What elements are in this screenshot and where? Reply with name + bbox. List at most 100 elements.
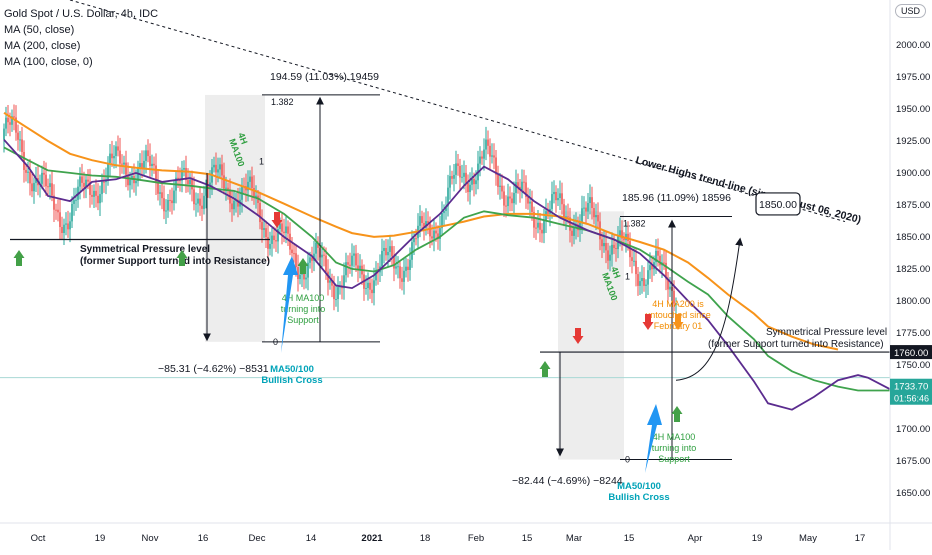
candle-body [473,178,475,185]
candle-body [253,188,255,198]
left-fib-top: 1.382 [271,97,294,107]
candle-body [181,169,183,181]
x-tick-label: Apr [688,533,703,544]
x-tick-label: 15 [624,533,635,544]
candle-body [49,183,51,187]
candle-body [371,289,373,294]
currency-button[interactable]: USD [894,4,926,18]
red-down-arrow-1 [271,212,283,228]
candle-body [29,171,31,184]
candle-body [365,288,367,290]
candle-body [139,163,141,168]
candle-body [293,253,295,255]
sym-left-label-line-1: Symmetrical Pressure level [80,244,210,255]
candle-body [621,230,623,239]
candle-body [219,164,221,170]
candle-body [357,265,359,270]
candle-body [553,191,555,195]
candle-body [55,209,57,211]
candle-body [201,205,203,209]
candle-body [533,211,535,228]
candle-body [65,223,67,225]
candle-body [63,224,65,234]
candle-body [337,287,339,300]
y-tick-label: 1950.00 [896,104,930,115]
candle-body [131,175,133,180]
candle-body [623,238,625,241]
candle-body [45,174,47,187]
ma200-line [3,111,839,351]
candle-body [639,281,641,286]
candle-body [401,278,403,282]
y-tick-label: 1800.00 [896,296,930,307]
candle-body [385,247,387,256]
candle-body [143,160,145,168]
candle-body [123,162,125,165]
candle-body [441,213,443,229]
legend-symbol: Gold Spot / U.S. Dollar, 4h, IDC [4,8,159,20]
candle-body [509,196,511,199]
candle-body [213,164,215,168]
candle-body [555,191,557,201]
candle-body [637,274,639,286]
candle-body [127,174,129,186]
candle-body [405,266,407,271]
candle-body [585,207,587,212]
candle-body [195,203,197,205]
candle-body [3,128,5,140]
sym-left-label-line-2: (former Support turned into Resistance) [80,256,270,267]
candle-body [291,249,293,254]
candle-body [485,139,487,150]
candle-body [489,145,491,157]
ma50-cross-right-line-1: MA50/100 [617,481,661,492]
candle-body [165,210,167,212]
y-tick-label: 1900.00 [896,168,930,179]
candle-body [675,302,677,304]
candle-body [651,265,653,270]
candle-body [265,228,267,238]
candle-body [167,199,169,211]
candle-body [499,185,501,187]
candle-body [193,189,195,205]
right-down-measure: −82.44 (−4.69%) −8244 [512,475,623,487]
candle-body [147,150,149,157]
candle-body [135,180,137,184]
candle-body [407,266,409,271]
ma50-cross-right-line-2: Bullish Cross [608,492,669,503]
ma100-support-left-line-2: turning into [281,304,326,314]
candle-body [91,194,93,197]
target-box [755,192,801,216]
candle-body [467,183,469,193]
candle-body [611,244,613,255]
candle-body [251,176,253,189]
candle-body [237,199,239,207]
right-fib-mid: 1 [625,272,630,282]
candle-body [449,176,451,188]
candle-body [425,221,427,228]
candle-body [227,187,229,190]
right-up-measure: 185.96 (11.09%) 18596 [622,192,731,204]
left-down-measure: −85.31 (−4.62%) −8531 [158,363,269,375]
candle-body [33,182,35,192]
x-tick-label: Oct [31,533,46,544]
ma100-support-right-line-3: Support [658,454,690,464]
candle-body [483,149,485,159]
candle-body [615,248,617,250]
candle-body [547,211,549,214]
candle-body [355,253,357,266]
candle-body [9,122,11,125]
candle-body [567,216,569,218]
candle-body [115,146,117,156]
green-up-arrow-1 [13,250,25,266]
blue-arrow-left [281,256,298,353]
candle-body [647,270,649,285]
candle-body [89,181,91,195]
candle-body [439,228,441,240]
legend-ma200: MA (200, close) [4,40,81,52]
candle-body [159,192,161,194]
candle-body [329,280,331,283]
candle-body [351,255,353,266]
candle-body [433,230,435,239]
